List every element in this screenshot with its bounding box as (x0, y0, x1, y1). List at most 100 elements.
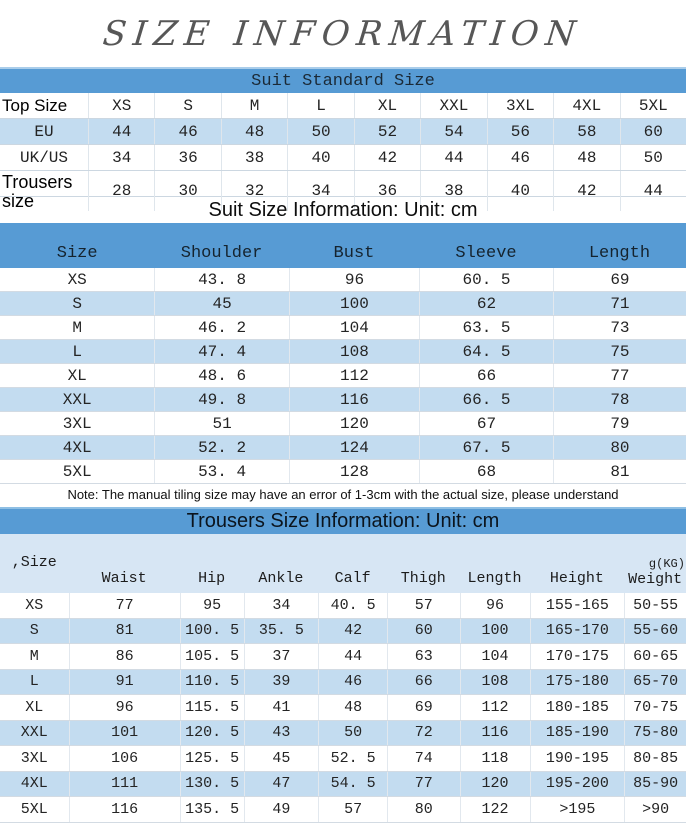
cell: 44 (318, 644, 387, 669)
cell: 57 (318, 797, 387, 822)
cell: 67 (419, 412, 553, 435)
table-row: XL 48. 6 112 66 77 (0, 364, 686, 388)
table-row: L 47. 4 108 64. 5 75 (0, 340, 686, 364)
cell: XXL (62, 390, 92, 409)
cell: 115. 5 (179, 695, 244, 720)
cell: 39 (243, 669, 319, 694)
column-header: Size (56, 244, 98, 263)
table-row: 5XL 53. 4 128 68 81 (0, 460, 686, 484)
cell: 36 (154, 145, 220, 170)
cell: 122 (459, 797, 530, 822)
cell: >90 (624, 797, 686, 822)
table-row: 4XL 52. 2 124 67. 5 80 (0, 436, 686, 460)
cell: 101 (68, 720, 180, 745)
page-header: SIZE INFORMATION (0, 0, 686, 67)
table-row: EU 44 46 48 50 52 54 56 58 60 (0, 119, 686, 145)
cell: 105. 5 (179, 644, 244, 669)
cell: 108 (459, 669, 530, 694)
cell: 111 (68, 771, 180, 796)
cell: 36 (353, 171, 420, 211)
cell: 46 (154, 119, 220, 144)
cell: 100. 5 (179, 618, 244, 643)
cell: 4XL (20, 775, 48, 793)
table-row: L 91 110. 5 39 46 66 108 175-180 65-70 (0, 669, 686, 695)
cell: 57 (386, 593, 460, 618)
cell: 80 (552, 436, 686, 459)
cell: 78 (552, 388, 686, 411)
cell: 155-165 (529, 593, 625, 618)
cell: XXL (20, 724, 48, 742)
cell: 77 (68, 593, 180, 618)
cell: 50 (318, 720, 387, 745)
cell: XS (88, 93, 154, 118)
trousers-column-headers: ,Size Waist Hip Ankle Calf Thigh Length … (0, 534, 686, 593)
cell: >195 (529, 797, 625, 822)
cell: 185-190 (529, 720, 625, 745)
cell: M (72, 318, 82, 337)
cell: 64. 5 (419, 340, 553, 363)
cell: 106 (68, 746, 180, 771)
cell: 80-85 (624, 746, 686, 771)
trousers-heading-band: Trousers Size Information: Unit: cm (0, 507, 686, 534)
cell: S (29, 622, 39, 640)
cell: 190-195 (529, 746, 625, 771)
cell: 42 (353, 145, 420, 170)
cell: M (29, 647, 39, 665)
column-header: Ankle (258, 570, 304, 587)
cell: 45 (243, 746, 319, 771)
cell: 96 (68, 695, 180, 720)
cell: 50 (287, 119, 353, 144)
cell: 42 (318, 618, 387, 643)
table-row: XXL 49. 8 116 66. 5 78 (0, 388, 686, 412)
cell: 45 (154, 292, 288, 315)
cell: 128 (288, 460, 419, 483)
cell: 34 (243, 593, 319, 618)
cell: 43 (243, 720, 319, 745)
cell: S (72, 294, 82, 313)
cell: 5XL (62, 462, 92, 481)
column-header: Bust (333, 244, 375, 263)
table-row: 3XL 106 125. 5 45 52. 5 74 118 190-195 8… (0, 746, 686, 772)
cell: 96 (288, 268, 419, 291)
column-header-weight: g(KG) Weight (624, 558, 686, 593)
cell: S (154, 93, 220, 118)
cell: 170-175 (529, 644, 625, 669)
cell: 46 (486, 145, 553, 170)
cell: 35. 5 (243, 618, 319, 643)
column-header: Length (467, 570, 522, 587)
row-label: EU (34, 122, 54, 141)
table-row: XS 77 95 34 40. 5 57 96 155-165 50-55 (0, 593, 686, 619)
cell: 52. 2 (154, 436, 288, 459)
cell: 100 (288, 292, 419, 315)
cell: 52 (353, 119, 420, 144)
cell: 47. 4 (154, 340, 288, 363)
cell: 70-75 (624, 695, 686, 720)
cell: 34 (88, 145, 154, 170)
cell: 60 (386, 618, 460, 643)
cell: 54 (420, 119, 486, 144)
cell: 73 (552, 316, 686, 339)
row-label: Trousers size (2, 172, 73, 211)
cell: 50 (619, 145, 686, 170)
cell: XS (25, 596, 44, 614)
cell: 124 (288, 436, 419, 459)
cell: 69 (552, 268, 686, 291)
cell: 58 (553, 119, 619, 144)
cell: 116 (288, 388, 419, 411)
cell: 44 (420, 145, 486, 170)
table-row: 3XL 51 120 67 79 (0, 412, 686, 436)
column-header: Calf (334, 570, 371, 587)
cell: 40 (287, 145, 353, 170)
cell: 5XL (619, 93, 686, 118)
cell: 120 (459, 771, 530, 796)
column-header: Waist (101, 570, 147, 587)
cell: 120 (288, 412, 419, 435)
cell: 112 (288, 364, 419, 387)
cell: 72 (386, 720, 460, 745)
cell: 37 (243, 644, 319, 669)
cell: 48 (318, 695, 387, 720)
cell: 53. 4 (154, 460, 288, 483)
table-row: XXL 101 120. 5 43 50 72 116 185-190 75-8… (0, 720, 686, 746)
cell: 69 (386, 695, 460, 720)
cell: 120. 5 (179, 720, 244, 745)
